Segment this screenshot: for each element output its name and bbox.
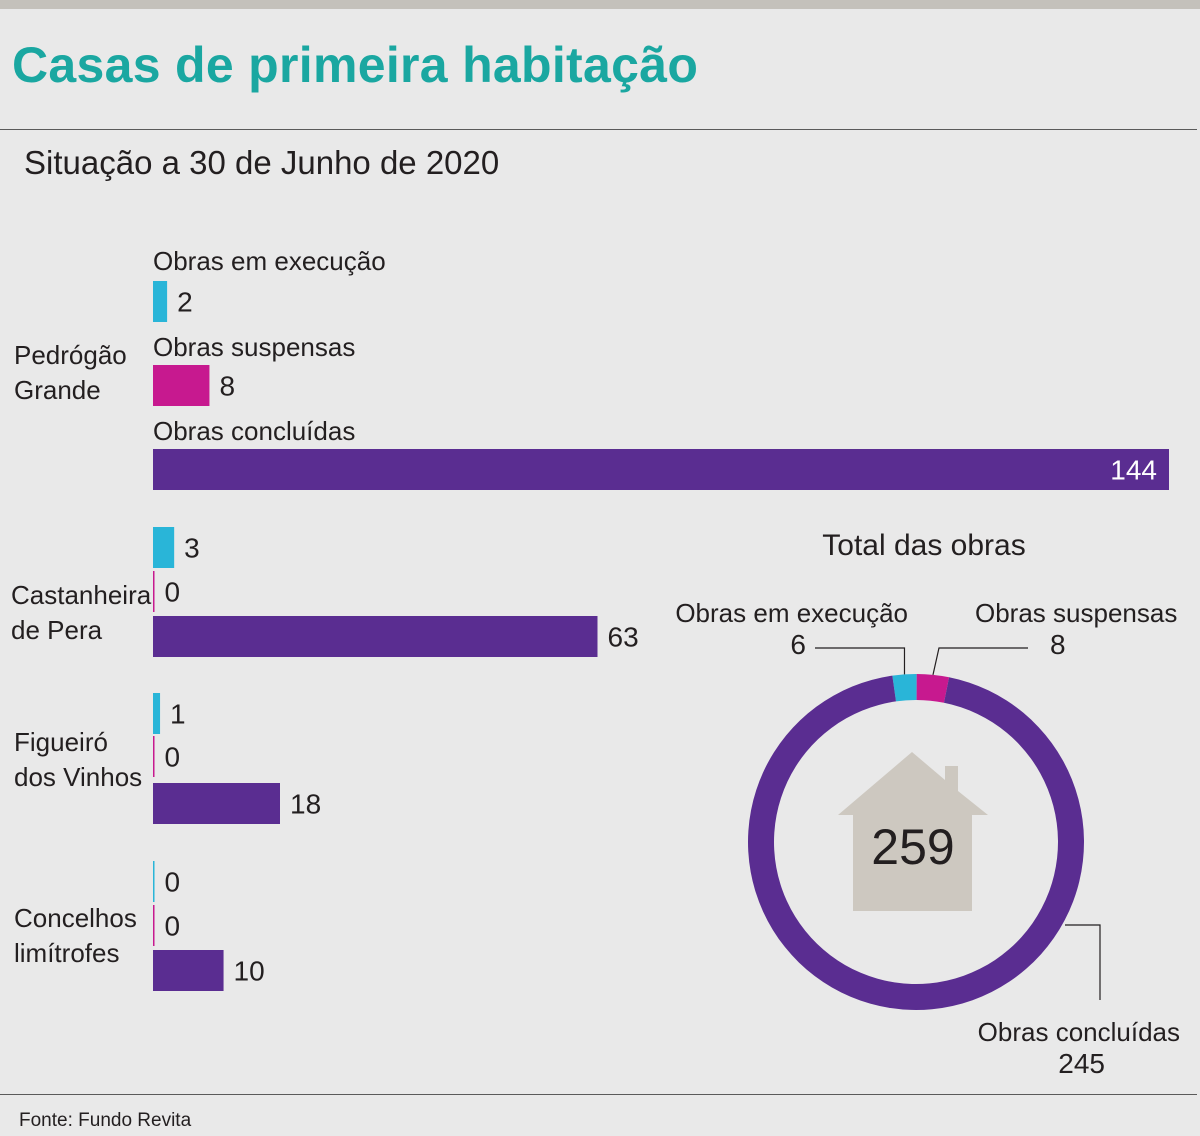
bar: [153, 905, 155, 946]
bar-value-label: 8: [219, 371, 235, 402]
category-label: dos Vinhos: [14, 762, 142, 792]
source-note: Fonte: Fundo Revita: [19, 1110, 192, 1131]
category-label: Pedrógão: [14, 340, 127, 370]
bar-value-label: 18: [290, 789, 321, 820]
slice-label: Obras concluídas: [978, 1017, 1180, 1047]
series-label: Obras em execução: [153, 246, 386, 276]
category-label: Figueiró: [14, 727, 108, 757]
bar: [153, 527, 175, 568]
bar-value-label: 0: [165, 911, 181, 942]
bar-value-label: 144: [1110, 455, 1157, 486]
bar-value-label: 2: [177, 287, 193, 318]
bar: [153, 736, 155, 777]
category-label: limítrofes: [14, 938, 119, 968]
bar: [153, 693, 161, 734]
slice-label: Obras em execução: [675, 598, 908, 628]
donut-slice: [916, 674, 950, 703]
bar: [153, 365, 210, 406]
bar: [153, 571, 155, 612]
donut-title: Total das obras: [822, 529, 1025, 562]
bar-value-label: 10: [234, 956, 265, 987]
donut-slice: [892, 674, 917, 702]
footer-divider: [0, 1094, 1197, 1095]
series-label: Obras suspensas: [153, 332, 355, 362]
bar: [153, 950, 224, 991]
title-divider: [0, 129, 1197, 130]
leader-line: [1065, 924, 1101, 1000]
bar-value-label: 0: [165, 867, 181, 898]
bar-value-label: 0: [165, 577, 181, 608]
bar: [153, 281, 168, 322]
slice-value: 6: [790, 629, 806, 660]
top-bar: [0, 0, 1200, 9]
bar-value-label: 0: [165, 742, 181, 773]
bar-value-label: 3: [184, 533, 200, 564]
bar: [153, 449, 1169, 490]
bar-value-label: 1: [170, 699, 186, 730]
category-label: Concelhos: [14, 903, 137, 933]
series-label: Obras concluídas: [153, 416, 355, 446]
bar-value-label: 63: [608, 622, 639, 653]
slice-value: 8: [1050, 629, 1066, 660]
category-label: Grande: [14, 375, 101, 405]
leader-line: [932, 647, 1028, 675]
category-label: de Pera: [11, 615, 103, 645]
page-title: Casas de primeira habitação: [12, 37, 699, 93]
slice-value: 245: [1058, 1048, 1105, 1079]
donut-center-value: 259: [871, 819, 954, 875]
slice-label: Obras suspensas: [975, 598, 1177, 628]
category-label: Castanheira: [11, 580, 152, 610]
house-icon: [838, 752, 988, 911]
leader-line: [815, 647, 906, 675]
bar: [153, 616, 598, 657]
page-subtitle: Situação a 30 de Junho de 2020: [24, 144, 500, 181]
bar: [153, 783, 280, 824]
bar: [153, 861, 155, 902]
